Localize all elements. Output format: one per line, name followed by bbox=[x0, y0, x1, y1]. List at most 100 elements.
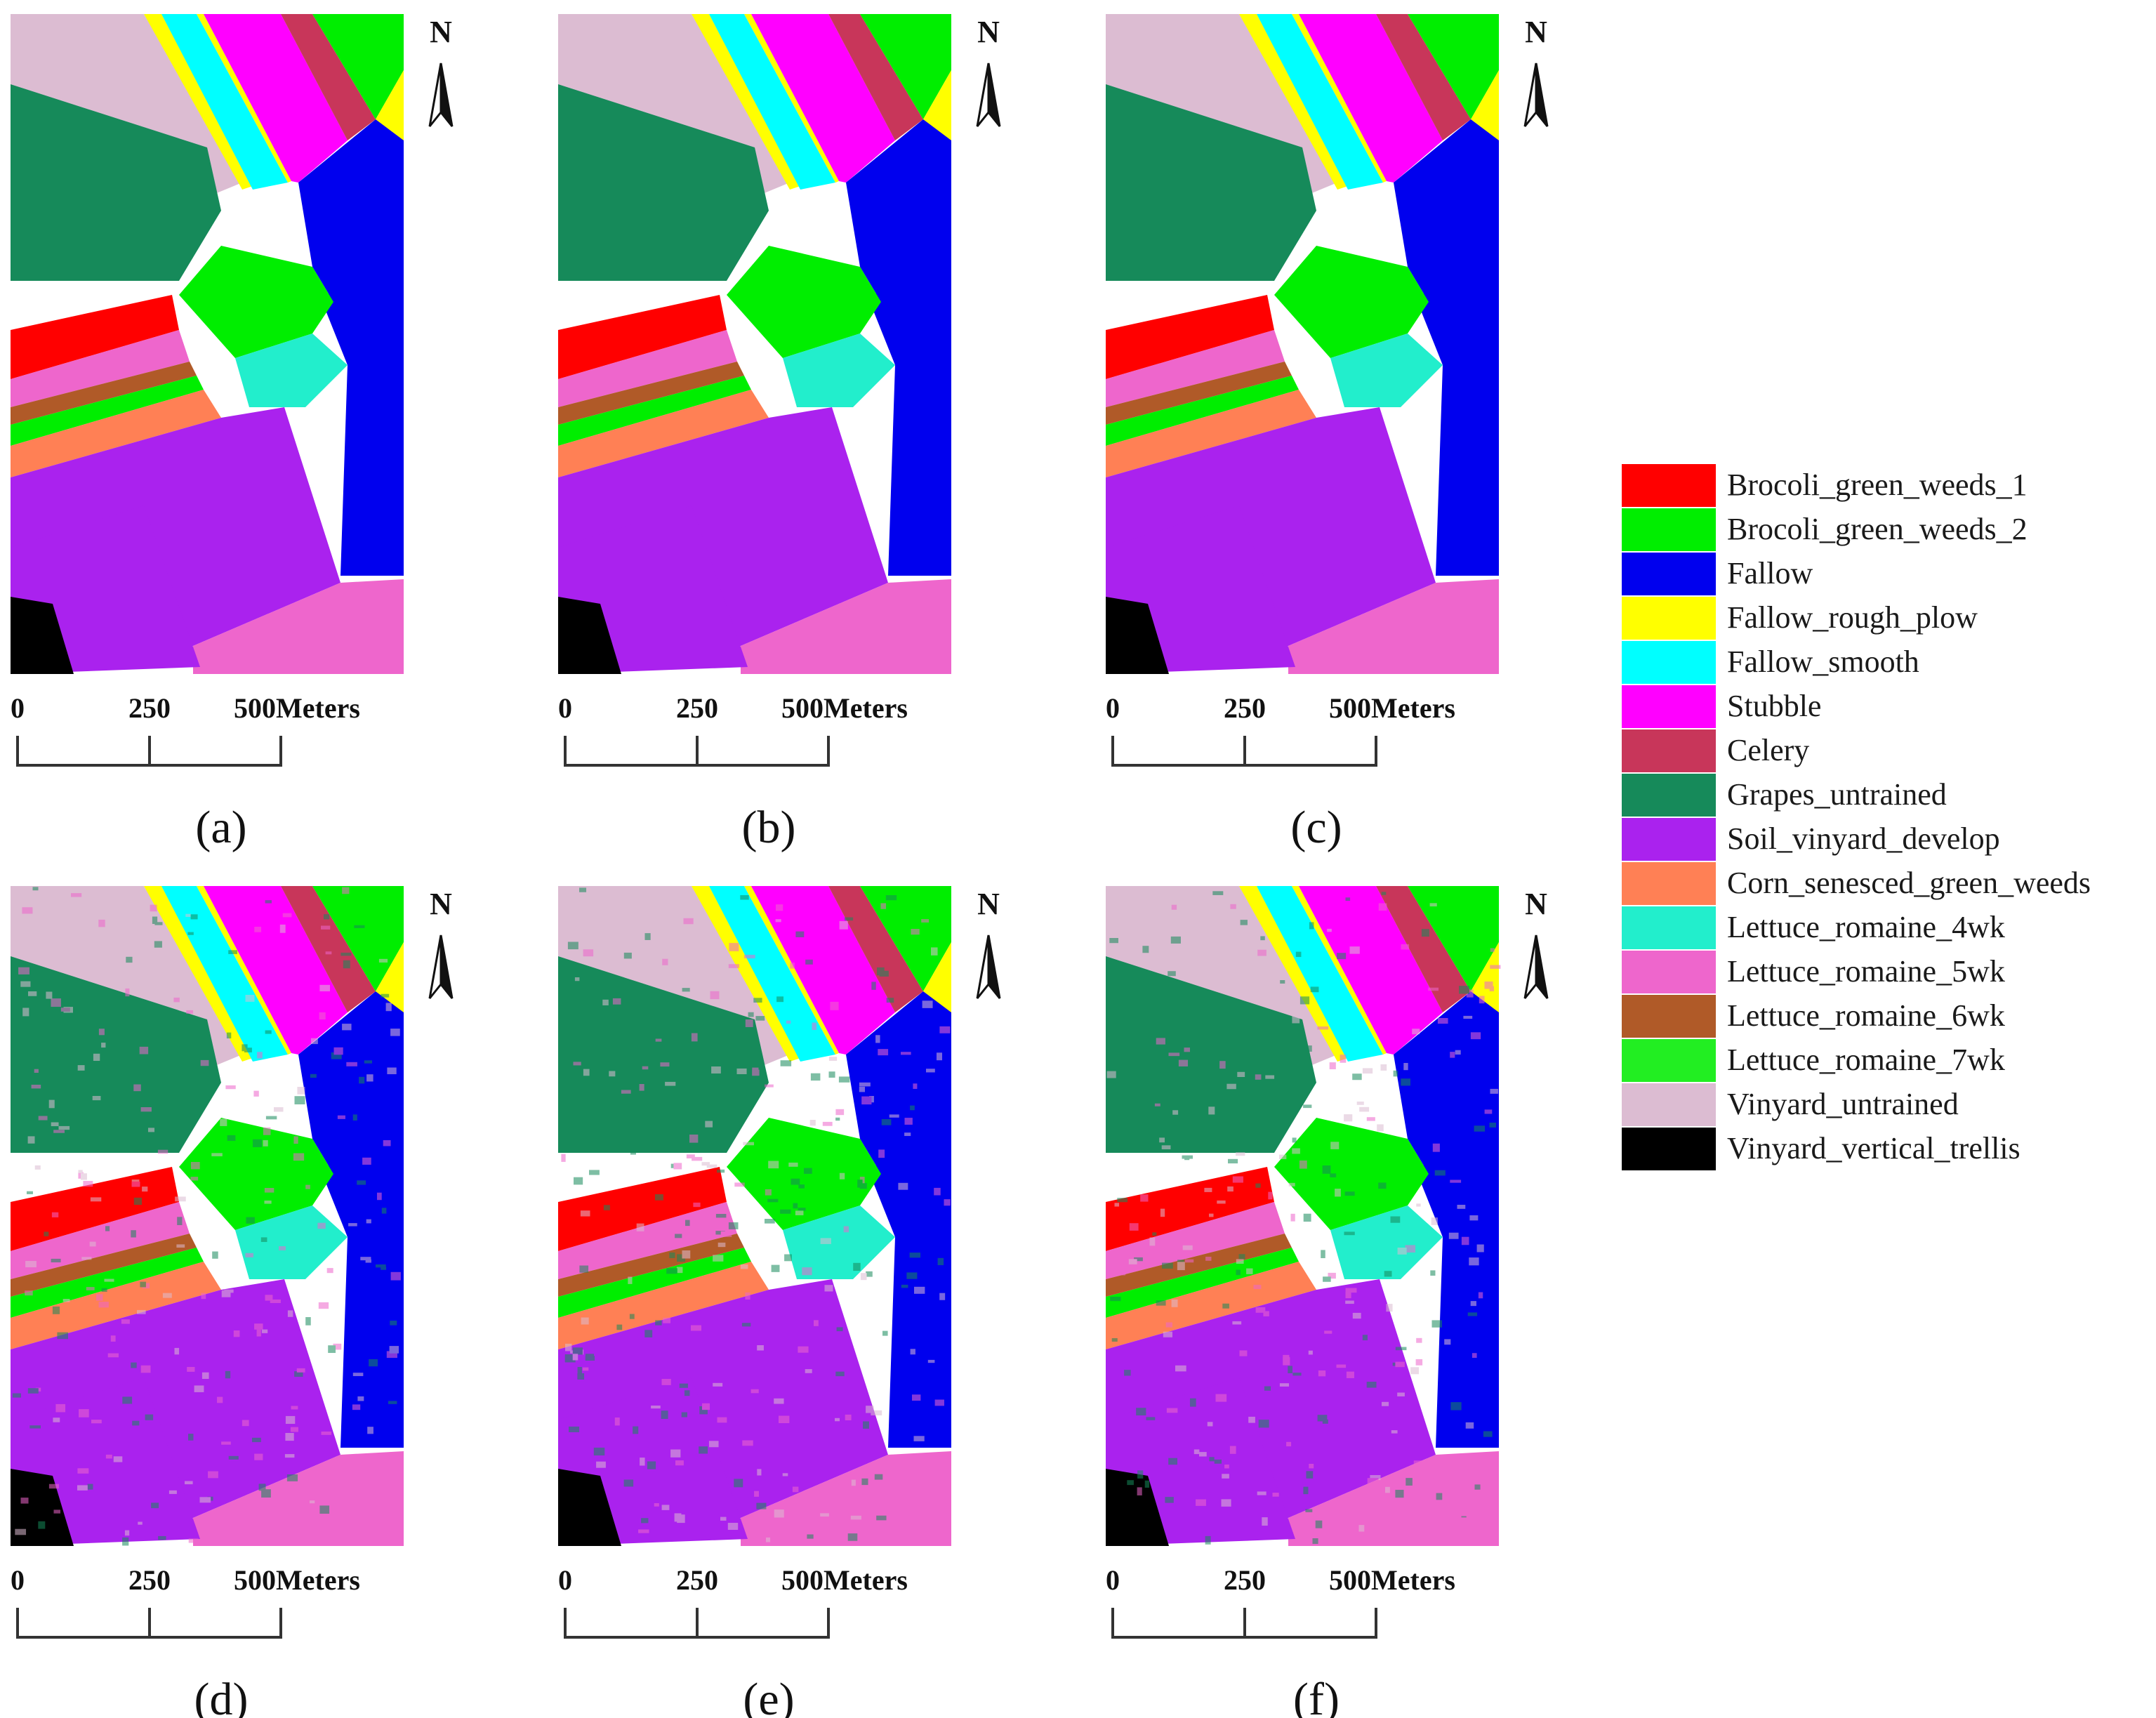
speckle bbox=[614, 1418, 620, 1426]
legend-label: Lettuce_romaine_6wk bbox=[1727, 998, 2005, 1033]
map-region bbox=[828, 14, 923, 140]
speckle bbox=[1444, 1339, 1451, 1345]
speckle bbox=[1255, 1074, 1262, 1080]
legend-label: Brocoli_green_weeds_1 bbox=[1727, 468, 2028, 502]
speckle bbox=[743, 954, 755, 959]
scale-tick-label: 500Meters bbox=[234, 692, 360, 724]
speckle bbox=[117, 1234, 129, 1243]
speckle bbox=[691, 1033, 698, 1042]
speckle bbox=[663, 1317, 671, 1323]
speckle bbox=[774, 1398, 784, 1404]
speckle bbox=[660, 1062, 670, 1067]
speckle bbox=[1209, 1213, 1214, 1217]
speckle bbox=[1283, 1354, 1290, 1360]
speckle bbox=[866, 1271, 873, 1277]
speckle bbox=[378, 958, 388, 963]
speckle bbox=[720, 1231, 732, 1237]
speckle bbox=[1476, 1244, 1484, 1253]
speckle bbox=[1306, 1471, 1314, 1479]
legend-swatch bbox=[1622, 951, 1716, 993]
speckle bbox=[381, 1208, 387, 1214]
speckle bbox=[910, 1349, 915, 1355]
speckle bbox=[1324, 1330, 1332, 1334]
speckle bbox=[60, 1007, 70, 1012]
speckle bbox=[798, 1346, 809, 1353]
north-arrow-icon bbox=[1523, 934, 1537, 999]
speckle bbox=[1378, 1182, 1387, 1189]
scale-bar: 0 250 500Meters bbox=[11, 1564, 360, 1639]
speckle bbox=[1330, 1173, 1337, 1177]
speckle bbox=[1182, 1245, 1193, 1250]
map-region bbox=[1330, 333, 1443, 407]
speckle bbox=[914, 1286, 925, 1294]
speckle bbox=[756, 1502, 767, 1509]
speckle bbox=[1193, 1449, 1200, 1455]
speckle bbox=[586, 901, 595, 907]
speckle bbox=[748, 1012, 754, 1017]
speckle bbox=[675, 1460, 684, 1466]
speckle bbox=[279, 1246, 286, 1250]
speckle bbox=[1117, 1198, 1128, 1203]
speckle bbox=[1160, 1208, 1165, 1217]
speckle bbox=[851, 1479, 856, 1486]
map-region bbox=[144, 886, 253, 1062]
speckle bbox=[913, 1436, 925, 1441]
speckle bbox=[1413, 1460, 1423, 1467]
speckle bbox=[809, 1120, 816, 1126]
speckle bbox=[909, 1253, 921, 1258]
speckle bbox=[853, 1262, 861, 1271]
speckle bbox=[885, 895, 897, 901]
speckle bbox=[260, 1237, 267, 1242]
map-region bbox=[235, 333, 348, 407]
speckle bbox=[352, 1404, 361, 1410]
map-region bbox=[1274, 1118, 1429, 1230]
speckle bbox=[691, 1325, 702, 1331]
speckle bbox=[767, 1198, 779, 1203]
speckle bbox=[1469, 1215, 1479, 1221]
speckle bbox=[1366, 1117, 1375, 1121]
speckle bbox=[291, 1406, 298, 1410]
scale-tick-label: 0 bbox=[11, 692, 25, 724]
speckle bbox=[253, 1090, 259, 1097]
map-region bbox=[312, 886, 404, 991]
speckle bbox=[1395, 1490, 1404, 1498]
speckle bbox=[1166, 1408, 1178, 1413]
speckle bbox=[1484, 1109, 1493, 1114]
speckle bbox=[1222, 1303, 1229, 1309]
speckle bbox=[603, 1205, 610, 1210]
speckle bbox=[673, 1163, 682, 1170]
speckle bbox=[612, 998, 621, 1005]
speckle bbox=[1227, 1186, 1234, 1192]
speckle bbox=[881, 1119, 892, 1125]
map-region bbox=[558, 84, 769, 281]
map-region bbox=[741, 1451, 951, 1546]
speckle bbox=[1434, 1170, 1446, 1176]
speckle bbox=[1490, 965, 1501, 969]
speckle bbox=[768, 1161, 779, 1169]
speckle bbox=[740, 895, 749, 900]
speckle bbox=[22, 907, 33, 914]
speckle bbox=[176, 1244, 185, 1248]
speckle bbox=[711, 1066, 721, 1074]
scale-tick-label: 250 bbox=[1224, 692, 1266, 724]
map-region bbox=[298, 119, 404, 302]
speckle bbox=[1455, 1050, 1461, 1055]
speckle bbox=[780, 1209, 791, 1214]
speckle bbox=[643, 1120, 650, 1128]
map-panel: N 0 250 500Meters (d) bbox=[11, 886, 454, 1718]
speckle bbox=[574, 1177, 583, 1185]
speckle bbox=[1470, 1032, 1481, 1040]
speckle bbox=[1171, 904, 1177, 910]
speckle bbox=[836, 1327, 843, 1332]
speckle bbox=[201, 1372, 209, 1379]
speckle bbox=[28, 991, 37, 996]
speckle bbox=[901, 1284, 908, 1288]
speckle bbox=[1345, 1292, 1351, 1299]
speckle bbox=[1304, 1045, 1312, 1052]
speckle bbox=[264, 1188, 275, 1193]
speckle bbox=[1230, 904, 1236, 909]
speckle bbox=[383, 1140, 391, 1147]
speckle bbox=[577, 1373, 585, 1380]
speckle bbox=[1199, 1452, 1207, 1457]
speckle bbox=[258, 1484, 266, 1491]
